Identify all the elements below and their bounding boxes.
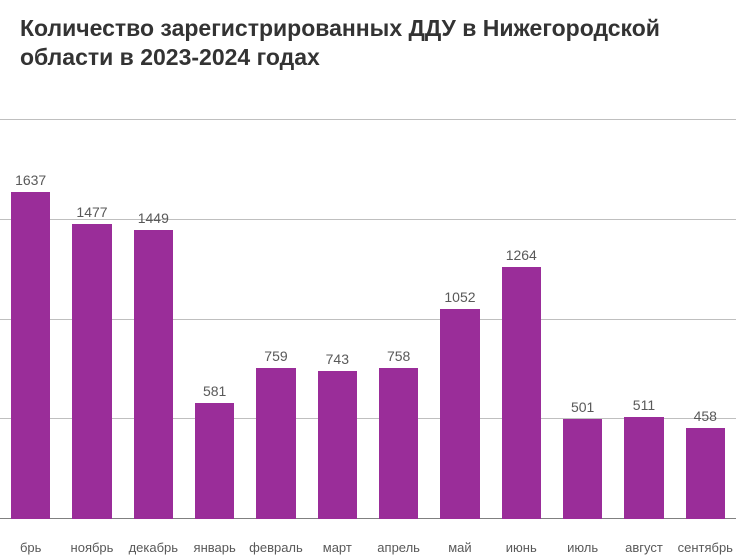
bar-slot: 1264 xyxy=(491,120,552,519)
bar xyxy=(379,368,418,519)
bar-slot: 1637 xyxy=(0,120,61,519)
x-axis-label: август xyxy=(613,540,674,555)
bar-slot: 758 xyxy=(368,120,429,519)
bar-slot: 501 xyxy=(552,120,613,519)
x-axis-label: апрель xyxy=(368,540,429,555)
bar xyxy=(11,192,50,519)
bar-value-label: 458 xyxy=(694,408,717,424)
x-axis-label: февраль xyxy=(245,540,306,555)
bar-value-label: 501 xyxy=(571,399,594,415)
x-axis-label: май xyxy=(429,540,490,555)
bar-slot: 759 xyxy=(245,120,306,519)
bar-slot: 511 xyxy=(613,120,674,519)
bar xyxy=(318,371,357,519)
bar-slot: 1477 xyxy=(61,120,122,519)
x-axis-label: декабрь xyxy=(123,540,184,555)
x-axis-label: ноябрь xyxy=(61,540,122,555)
bar-slot: 1449 xyxy=(123,120,184,519)
bar xyxy=(256,368,295,519)
bar-value-label: 759 xyxy=(264,348,287,364)
bar-slot: 581 xyxy=(184,120,245,519)
bar xyxy=(563,419,602,519)
bar-value-label: 1477 xyxy=(76,204,107,220)
x-axis-label: сентябрь xyxy=(675,540,736,555)
bar xyxy=(686,428,725,519)
x-axis-labels: брьноябрьдекабрьянварьфевральмартапрельм… xyxy=(0,540,736,555)
x-axis-label: март xyxy=(307,540,368,555)
x-axis-label: январь xyxy=(184,540,245,555)
x-axis-label: июнь xyxy=(491,540,552,555)
bar-slot: 458 xyxy=(675,120,736,519)
bar-value-label: 511 xyxy=(633,397,655,413)
bar xyxy=(440,309,479,519)
bar xyxy=(624,417,663,519)
bar-value-label: 758 xyxy=(387,348,410,364)
bar-value-label: 743 xyxy=(326,351,349,367)
bar-slot: 1052 xyxy=(429,120,490,519)
bar-value-label: 1449 xyxy=(138,210,169,226)
bar xyxy=(195,403,234,519)
bar xyxy=(134,230,173,519)
bar-value-label: 1264 xyxy=(506,247,537,263)
bar-value-label: 1637 xyxy=(15,172,46,188)
x-axis-label: брь xyxy=(0,540,61,555)
x-axis-label: июль xyxy=(552,540,613,555)
bar xyxy=(502,267,541,519)
chart-plot-area: 1637 1477 1449 581 759 743 758 1052 1264 501 511 45… xyxy=(0,120,736,519)
chart-title: Количество зарегистрированных ДДУ в Ниже… xyxy=(20,14,726,72)
bars-container: 1637 1477 1449 581 759 743 758 1052 1264 501 511 45… xyxy=(0,120,736,519)
bar xyxy=(72,224,111,519)
bar-value-label: 581 xyxy=(203,383,226,399)
bar-slot: 743 xyxy=(307,120,368,519)
bar-value-label: 1052 xyxy=(444,289,475,305)
